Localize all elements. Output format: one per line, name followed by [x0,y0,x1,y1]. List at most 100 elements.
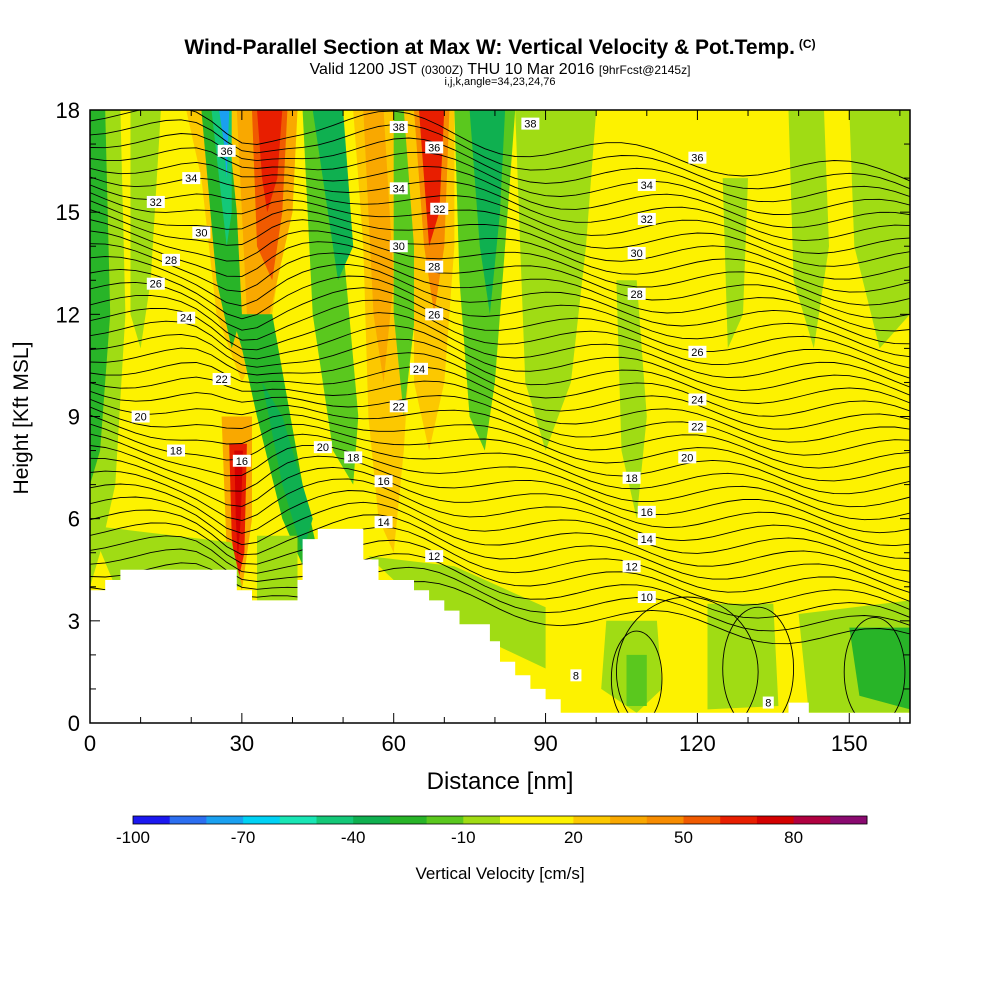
contour-label-bg [627,247,646,260]
theta-contour-line [90,406,910,482]
shading-band [722,178,748,349]
contour-label: 16 [377,476,389,488]
contour-label-bg [637,505,656,518]
colorbar-swatch [206,816,244,824]
colorbar-swatch [756,816,795,824]
theta-contour-line [90,209,910,293]
shading-band [257,535,298,601]
colorbar-title: Vertical Velocity [cm/s] [415,864,585,883]
theta-contour-line [90,161,910,229]
theta-contour-line [90,192,910,267]
contour-label: 8 [573,670,579,682]
theta-contour-cell [615,596,759,723]
colorbar-tick-label: 50 [674,828,693,847]
theta-contour-line [90,243,910,332]
contour-label-bg [217,144,236,157]
theta-contour-line [90,423,910,508]
chart-title: Wind-Parallel Section at Max W: Vertical… [0,36,1000,60]
contour-label: 34 [185,173,197,185]
theta-contour-line [90,445,910,534]
contour-label-bg [622,471,641,484]
y-tick-label: 12 [56,302,80,327]
contour-label: 28 [428,262,440,274]
theta-contour-line [90,347,910,417]
contour-label-bg [688,345,707,358]
contour-label: 22 [691,422,703,434]
contour-label: 28 [631,289,643,301]
colorbar-swatch [463,816,501,824]
contour-label-bg [146,277,165,290]
contour-label: 38 [393,122,405,134]
x-tick-label: 60 [381,731,405,756]
contour-label-bg [688,393,707,406]
theta-contour-line [90,281,910,369]
grid-indices: i,j,k,angle=34,23,24,76 [444,76,556,88]
theta-contour-line [90,398,910,469]
theta-contour-line [90,268,910,358]
colorbar-swatch [793,816,831,824]
velocity-shading [90,110,910,713]
x-tick-label: 120 [679,731,716,756]
contour-label: 20 [317,442,329,454]
theta-contour-line [90,483,910,572]
contour-label-bg [410,362,429,375]
contour-label-bg [374,475,393,488]
contour-label-bg [313,441,332,454]
contour-label-bg [389,240,408,253]
contour-label: 32 [150,197,162,209]
y-tick-label: 0 [68,711,80,736]
colorbar-swatch [646,816,684,824]
shading-band [363,110,394,383]
colorbar-swatch [830,816,868,824]
contour-label-bg [425,260,444,273]
contour-label: 36 [428,142,440,154]
contour-label: 14 [377,517,389,529]
shading-band [262,382,313,553]
y-tick-label: 18 [56,98,80,123]
contour-label-bg [425,550,444,563]
copyright-mark: (C) [798,37,816,51]
contour-label-bg [430,202,449,215]
contour-label: 20 [681,452,693,464]
colorbar-frame [132,815,868,825]
contour-label: 12 [428,551,440,563]
valid-utc: (0300Z) [421,63,464,77]
contour-label: 10 [641,592,653,604]
contour-label: 36 [221,146,233,158]
colorbar-tick-label: -70 [231,828,256,847]
y-axis-title: Height [Kft MSL] [10,341,33,495]
theta-contour-line [90,307,910,388]
shading-band [90,110,111,485]
contour-label: 22 [393,401,405,413]
contour-label-bg [131,410,150,423]
contour-label: 32 [433,204,445,216]
x-tick-label: 0 [84,731,96,756]
colorbar-swatch [683,816,721,824]
contour-label: 26 [691,347,703,359]
contour-label-bg [389,400,408,413]
contour-label-bg [212,373,231,386]
contour-label: 22 [215,374,227,386]
contour-label: 32 [641,214,653,226]
contour-label-bg [344,451,363,464]
theta-contour-line [90,184,910,254]
theta-contour-line [90,219,910,306]
contour-label-bg [425,308,444,321]
theta-contour-line [90,110,910,182]
contour-label-bg [678,451,697,464]
colorbar-tick-label: -100 [116,828,150,847]
colorbar-swatch [133,816,171,824]
shading-band [849,627,910,710]
colorbar-swatch [389,816,428,824]
theta-contour-cell [722,606,795,723]
contour-label: 30 [195,228,207,240]
theta-contour-line [90,433,910,521]
theta-contour-line [90,320,910,396]
theta-contour-line [90,496,910,584]
y-tick-label: 9 [68,405,80,430]
theta-contour-line [90,457,910,547]
contour-label: 20 [134,412,146,424]
contour-label: 8 [765,698,771,710]
colorbar-swatch [720,816,758,824]
